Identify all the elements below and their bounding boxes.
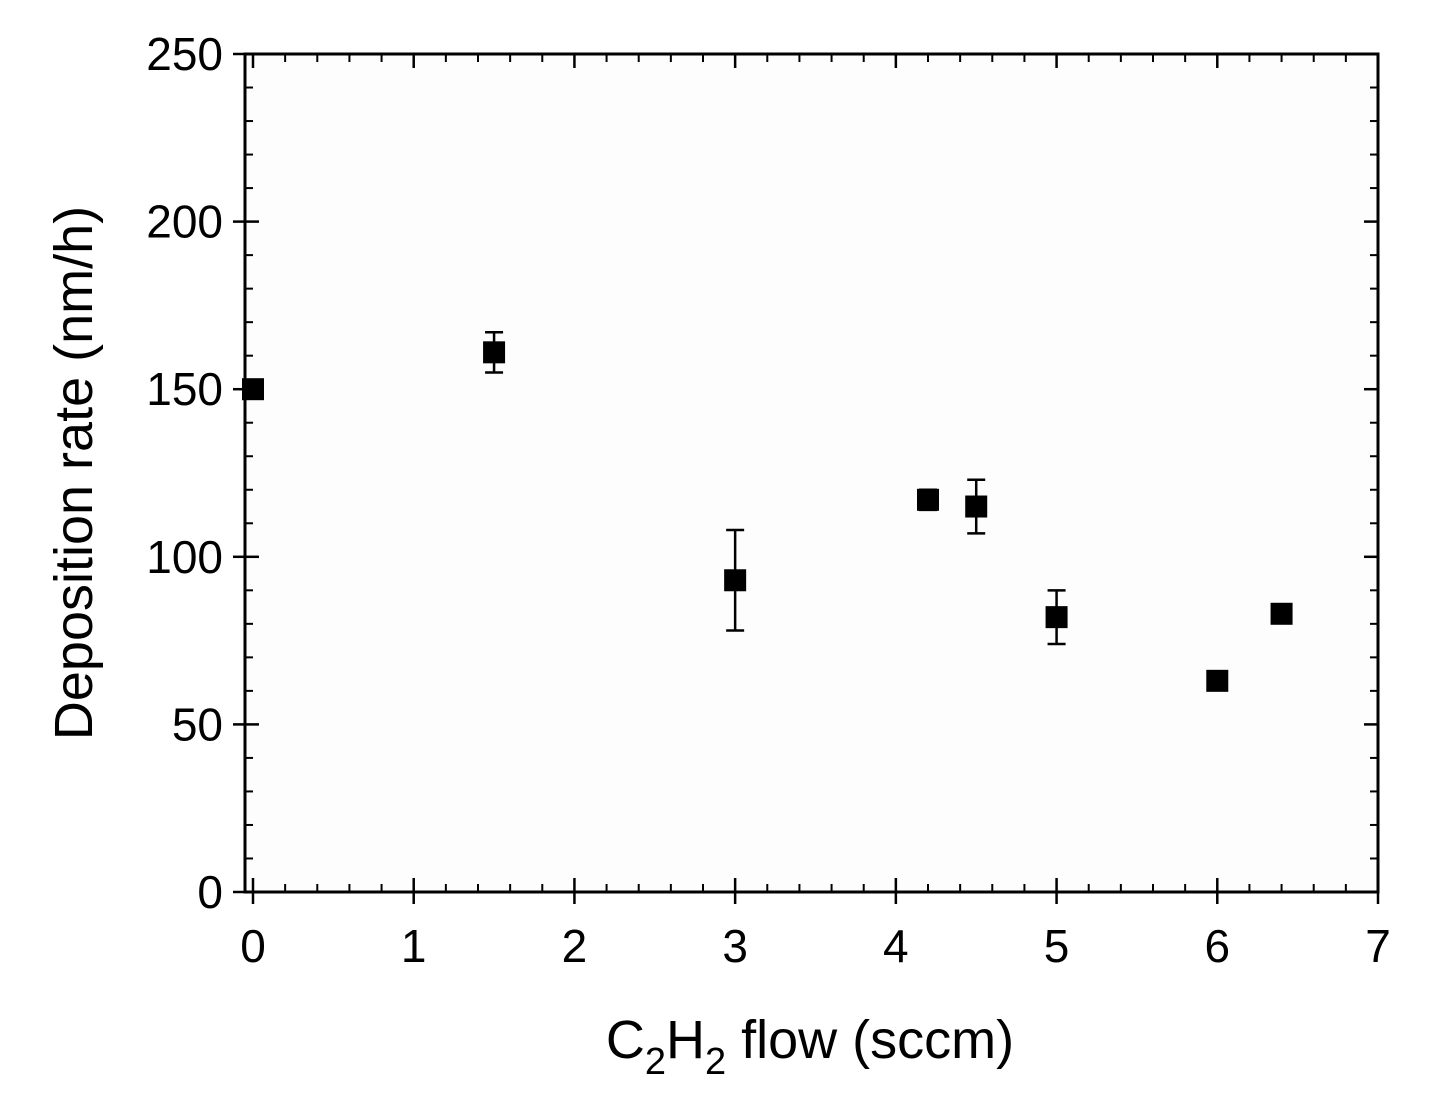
data-point-marker bbox=[242, 378, 264, 401]
x-axis-title-c: C bbox=[606, 1010, 645, 1070]
data-point-marker bbox=[965, 495, 988, 518]
x-tick-label: 7 bbox=[1365, 920, 1391, 972]
y-axis-title: Deposition rate (nm/h) bbox=[44, 206, 104, 740]
data-point-marker bbox=[917, 488, 939, 511]
y-tick-label: 100 bbox=[146, 531, 223, 583]
x-axis-title-sub1: 2 bbox=[645, 1041, 666, 1083]
y-tick-label: 0 bbox=[197, 866, 223, 918]
x-axis-title-rest: flow (sccm) bbox=[726, 1010, 1014, 1070]
x-tick-label: 5 bbox=[1044, 920, 1070, 972]
x-axis-title-h: H bbox=[666, 1010, 705, 1070]
data-point-marker bbox=[1045, 606, 1068, 629]
y-tick-label: 150 bbox=[146, 363, 223, 415]
data-point-marker bbox=[483, 341, 506, 364]
x-tick-label: 4 bbox=[883, 920, 909, 972]
x-tick-label: 6 bbox=[1204, 920, 1230, 972]
y-tick-label: 200 bbox=[146, 196, 223, 248]
x-tick-label: 1 bbox=[401, 920, 427, 972]
x-tick-label: 3 bbox=[722, 920, 748, 972]
tick-labels: 0 1 2 3 4 5 6 7 0 50 100 150 200 250 bbox=[146, 28, 1391, 972]
data-point-marker bbox=[1270, 602, 1293, 625]
data-point-marker bbox=[1206, 669, 1229, 692]
data-markers bbox=[242, 341, 1293, 692]
y-tick-label: 250 bbox=[146, 28, 223, 80]
x-tick-label: 0 bbox=[240, 920, 266, 972]
y-tick-label: 50 bbox=[172, 698, 223, 750]
data-point-marker bbox=[724, 569, 747, 592]
x-axis-title: C2H2 flow (sccm) bbox=[606, 1010, 1014, 1083]
x-tick-label: 2 bbox=[562, 920, 588, 972]
ticks bbox=[233, 52, 1380, 904]
plot-frame bbox=[243, 52, 1380, 894]
x-axis-title-sub2: 2 bbox=[705, 1041, 726, 1083]
